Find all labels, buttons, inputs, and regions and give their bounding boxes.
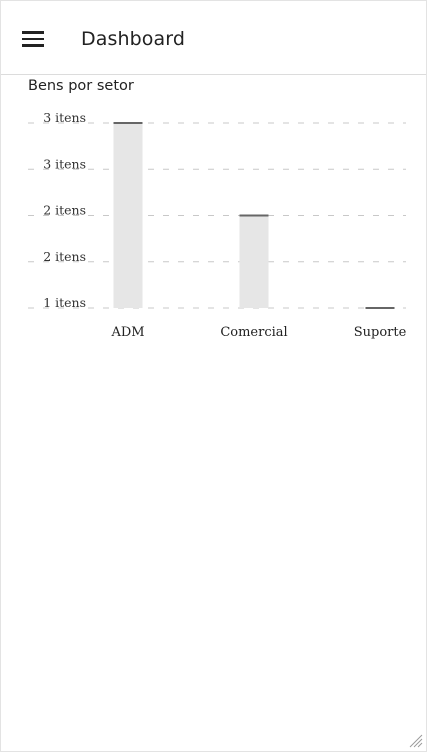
bar-chart: 3 itens 3 itens 2 itens 2 itens 1 itens ADM Co… — [1, 101, 426, 355]
x-tick-label: ADM — [110, 325, 144, 340]
x-tick-label: Comercial — [220, 325, 287, 340]
page-title: Dashboard — [81, 28, 185, 50]
y-tick-label: 3 itens — [43, 110, 86, 125]
y-tick-label: 3 itens — [43, 156, 86, 171]
x-tick-label: Suporte — [354, 325, 407, 340]
bar — [239, 215, 269, 308]
chart-title: Bens por setor — [28, 78, 134, 94]
resize-grip-icon[interactable] — [407, 732, 423, 748]
app-bar: Dashboard — [1, 1, 426, 75]
bar — [113, 123, 143, 308]
hamburger-menu-icon[interactable] — [22, 31, 44, 47]
chart-canvas: 3 itens 3 itens 2 itens 2 itens 1 itens ADM Co… — [28, 110, 407, 340]
y-tick-label: 1 itens — [43, 295, 86, 310]
y-tick-label: 2 itens — [43, 249, 86, 264]
y-tick-label: 2 itens — [43, 203, 86, 218]
